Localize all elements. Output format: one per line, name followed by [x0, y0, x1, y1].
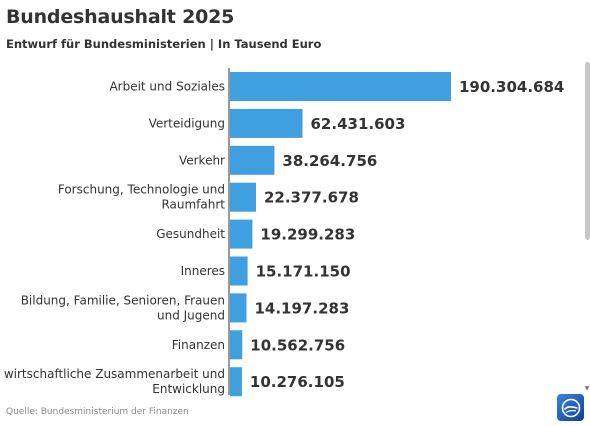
- bar: [230, 256, 248, 286]
- bar: [230, 330, 243, 360]
- bar: [230, 72, 451, 101]
- bar: [230, 182, 256, 212]
- category-label: wirtschaftliche Zusammenarbeit und Entwic…: [4, 367, 225, 396]
- category-label: Verteidigung: [149, 116, 225, 130]
- value-label: 38.264.756: [282, 152, 377, 170]
- value-label: 15.171.150: [256, 263, 351, 281]
- value-label: 190.304.684: [459, 78, 564, 96]
- tagesschau-logo-icon: [557, 394, 584, 421]
- category-label: Bildung, Familie, Senioren, Frauen und Ju…: [21, 293, 225, 322]
- bar: [230, 293, 247, 323]
- page-subtitle: Entwurf für Bundesministerien | In Tause…: [6, 37, 322, 51]
- category-label-line: Inneres: [181, 264, 225, 278]
- category-label-line: Raumfahrt: [161, 198, 225, 212]
- value-label: 10.562.756: [250, 336, 345, 354]
- bar: [230, 145, 275, 175]
- bar: [230, 108, 303, 138]
- category-label-line: Entwicklung: [152, 382, 225, 396]
- category-label-line: Finanzen: [172, 338, 225, 352]
- category-label: Arbeit und Soziales: [109, 80, 225, 94]
- value-label: 22.377.678: [264, 189, 359, 207]
- value-label: 62.431.603: [311, 115, 406, 133]
- page-title: Bundeshaushalt 2025: [6, 6, 235, 28]
- category-label: Forschung, Technologie und Raumfahrt: [58, 183, 225, 212]
- value-label: 19.299.283: [260, 226, 355, 244]
- category-label-line: Gesundheit: [156, 227, 225, 241]
- category-label-line: Verteidigung: [149, 116, 225, 130]
- category-label-line: Forschung, Technologie und: [58, 183, 225, 197]
- category-label: Verkehr: [179, 153, 225, 167]
- category-label: Gesundheit: [156, 227, 225, 241]
- category-label: Finanzen: [172, 338, 225, 352]
- source-note: Quelle: Bundesministerium der Finanzen: [6, 407, 189, 417]
- category-label-line: und Jugend: [157, 308, 225, 322]
- category-label-line: Arbeit und Soziales: [109, 80, 225, 94]
- value-label: 10.276.105: [250, 373, 345, 391]
- bar: [230, 367, 242, 397]
- bar: [230, 219, 253, 249]
- category-label-line: wirtschaftliche Zusammenarbeit und: [4, 367, 225, 381]
- scroll-down-icon[interactable]: ▼: [584, 385, 590, 392]
- category-label-line: Verkehr: [179, 153, 225, 167]
- scrollbar-thumb[interactable]: [585, 62, 590, 240]
- category-label-line: Bildung, Familie, Senioren, Frauen: [21, 293, 225, 307]
- value-label: 14.197.283: [254, 299, 349, 317]
- category-label: Inneres: [181, 264, 225, 278]
